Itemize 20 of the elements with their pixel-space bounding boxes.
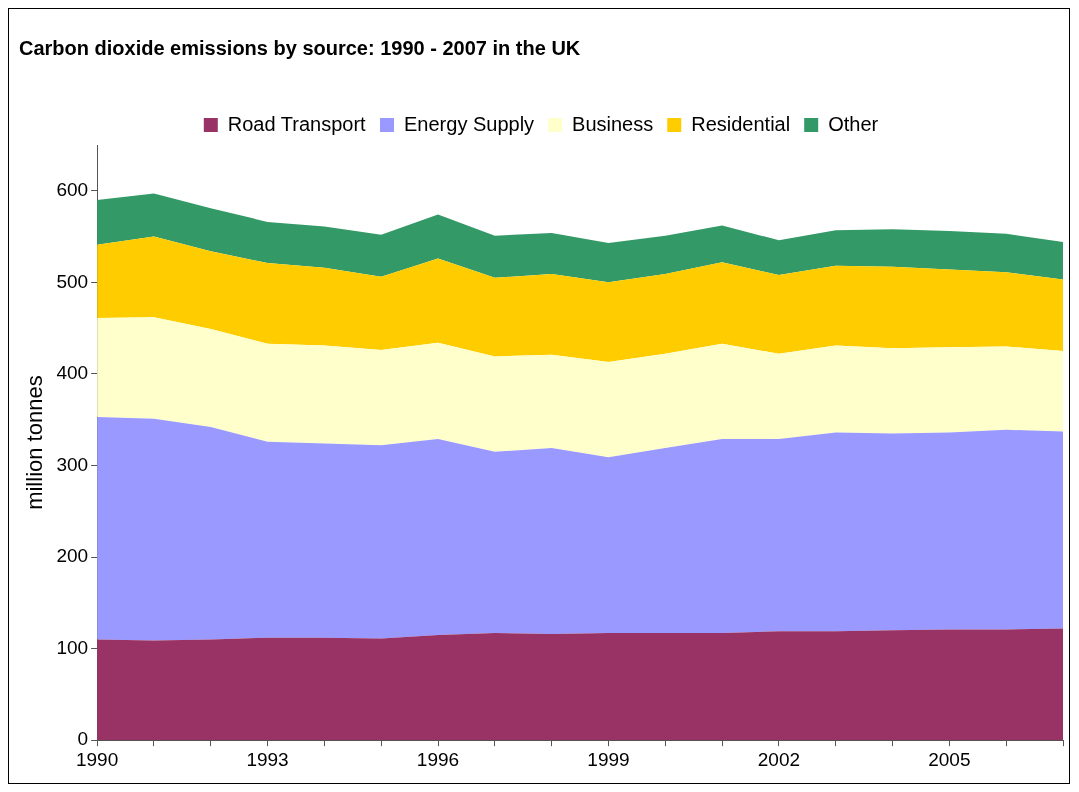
legend-label: Residential (691, 112, 791, 135)
chart-title: Carbon dioxide emissions by source: 1990 - 2007 in the UK (19, 36, 581, 59)
y-axis-title: million tonnes (22, 375, 48, 510)
x-tick-label: 1999 (587, 748, 630, 770)
legend-label: Other (828, 112, 879, 135)
y-tick-label: 300 (56, 453, 89, 475)
x-tick-label: 1993 (246, 748, 289, 770)
y-tick-label: 400 (56, 362, 89, 384)
y-tick-label: 100 (56, 636, 89, 658)
y-tick-label: 0 (77, 728, 89, 750)
legend-label: Road Transport (227, 112, 367, 135)
x-tick-label: 2005 (928, 748, 971, 770)
y-tick-label: 500 (56, 270, 89, 292)
x-tick-label: 2002 (757, 748, 801, 770)
legend-label: Energy Supply (404, 112, 535, 135)
y-tick-label: 600 (56, 179, 89, 201)
x-tick-label: 1996 (416, 748, 460, 770)
y-tick-label: 200 (56, 545, 89, 567)
legend-label: Business (572, 112, 654, 135)
x-tick-label: 1990 (75, 748, 119, 770)
